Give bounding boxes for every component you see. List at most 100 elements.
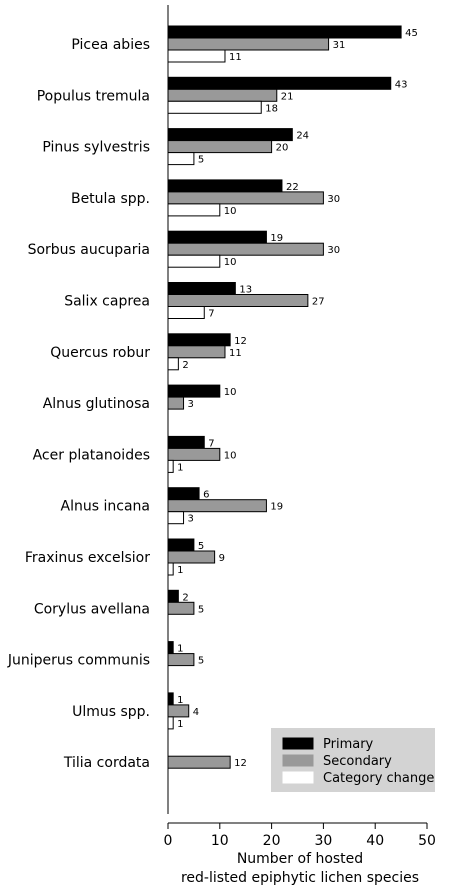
- legend-label: Primary: [323, 737, 374, 752]
- value-label: 20: [276, 143, 289, 154]
- value-label: 30: [327, 245, 340, 256]
- bar-secondary: [167, 499, 267, 513]
- value-label: 6: [203, 490, 209, 501]
- category-label: Tilia cordata: [63, 755, 150, 771]
- bar-category-change: [167, 562, 174, 576]
- value-label: 1: [177, 644, 183, 655]
- bar-secondary: [167, 447, 221, 461]
- bar-category-change: [167, 357, 179, 371]
- bar-secondary: [167, 140, 273, 154]
- bar-primary: [167, 128, 293, 142]
- value-label: 11: [229, 348, 242, 359]
- category-label: Quercus robur: [50, 345, 150, 361]
- bar-category-change: [167, 511, 185, 525]
- value-label: 13: [239, 285, 252, 296]
- legend: Primary Secondary Category change: [271, 728, 435, 792]
- value-label: 10: [224, 450, 237, 461]
- category-label: Acer platanoides: [33, 447, 150, 463]
- category-label: Picea abies: [71, 37, 150, 53]
- category-label: Pinus sylvestris: [42, 140, 150, 156]
- bar-primary: [167, 589, 179, 603]
- value-label: 10: [224, 387, 237, 398]
- category-label: Corylus avellana: [34, 601, 150, 617]
- legend-swatch-primary: [282, 737, 314, 750]
- bar-secondary: [167, 345, 226, 359]
- bar-primary: [167, 333, 231, 347]
- bar-secondary: [167, 88, 278, 102]
- x-tick-label: 10: [211, 833, 229, 849]
- bar-secondary: [167, 550, 216, 564]
- category-label: Salix caprea: [64, 294, 150, 310]
- value-label: 31: [333, 40, 346, 51]
- bar-primary: [167, 435, 205, 449]
- legend-label: Category change: [323, 771, 434, 786]
- x-tick-label: 30: [314, 833, 332, 849]
- bar-secondary: [167, 755, 231, 769]
- bar-secondary: [167, 601, 195, 615]
- category-label: Juniperus communis: [7, 653, 150, 669]
- bar-primary: [167, 25, 402, 39]
- category-label: Alnus glutinosa: [43, 396, 150, 412]
- bar-primary: [167, 76, 392, 90]
- category-label: Sorbus aucuparia: [28, 242, 150, 258]
- value-label: 7: [208, 309, 214, 320]
- value-label: 27: [312, 297, 325, 308]
- value-label: 30: [327, 194, 340, 205]
- bar-category-change: [167, 49, 226, 63]
- value-label: 43: [395, 79, 408, 90]
- bar-secondary: [167, 191, 324, 205]
- bar-primary: [167, 487, 200, 501]
- bar-category-change: [167, 459, 174, 473]
- value-label: 5: [198, 155, 204, 166]
- bar-secondary: [167, 242, 324, 256]
- legend-swatch-secondary: [282, 754, 314, 767]
- x-tick-label: 50: [418, 833, 436, 849]
- bar-secondary: [167, 37, 330, 51]
- category-label: Fraxinus excelsior: [25, 550, 150, 566]
- bar-category-change: [167, 254, 221, 268]
- bar-secondary: [167, 704, 190, 718]
- value-label: 12: [234, 336, 247, 347]
- value-label: 4: [193, 707, 199, 718]
- value-label: 3: [188, 514, 194, 525]
- bar-primary: [167, 282, 236, 295]
- value-label: 5: [198, 541, 204, 552]
- value-label: 10: [224, 206, 237, 217]
- value-label: 3: [188, 399, 194, 410]
- value-label: 5: [198, 656, 204, 667]
- category-label: Populus tremula: [37, 88, 150, 104]
- bar-category-change: [167, 203, 221, 217]
- value-label: 1: [177, 719, 183, 730]
- bar-category-change: [167, 152, 195, 166]
- value-label: 2: [182, 360, 188, 371]
- legend-swatch-category-change: [282, 771, 314, 784]
- x-tick-label: 0: [164, 833, 173, 849]
- value-label: 1: [177, 695, 183, 706]
- value-label: 22: [286, 182, 299, 193]
- value-label: 18: [265, 103, 278, 114]
- category-label: Alnus incana: [61, 499, 150, 515]
- bar-primary: [167, 692, 174, 706]
- value-label: 7: [208, 438, 214, 449]
- bar-primary: [167, 641, 174, 655]
- x-tick-label: 20: [263, 833, 281, 849]
- bar-primary: [167, 179, 283, 193]
- value-label: 19: [270, 233, 283, 244]
- value-label: 45: [405, 28, 418, 39]
- bar-primary: [167, 384, 221, 398]
- category-label: Betula spp.: [71, 191, 150, 207]
- value-label: 10: [224, 257, 237, 268]
- bar-category-change: [167, 716, 174, 730]
- bar-primary: [167, 230, 267, 244]
- bar-secondary: [167, 653, 195, 667]
- value-label: 5: [198, 604, 204, 615]
- value-label: 19: [270, 502, 283, 513]
- x-axis-title-line1: Number of hosted: [237, 851, 363, 867]
- value-label: 1: [177, 565, 183, 576]
- value-label: 9: [219, 553, 225, 564]
- value-label: 2: [182, 592, 188, 603]
- bar-category-change: [167, 306, 205, 319]
- legend-label: Secondary: [323, 754, 392, 769]
